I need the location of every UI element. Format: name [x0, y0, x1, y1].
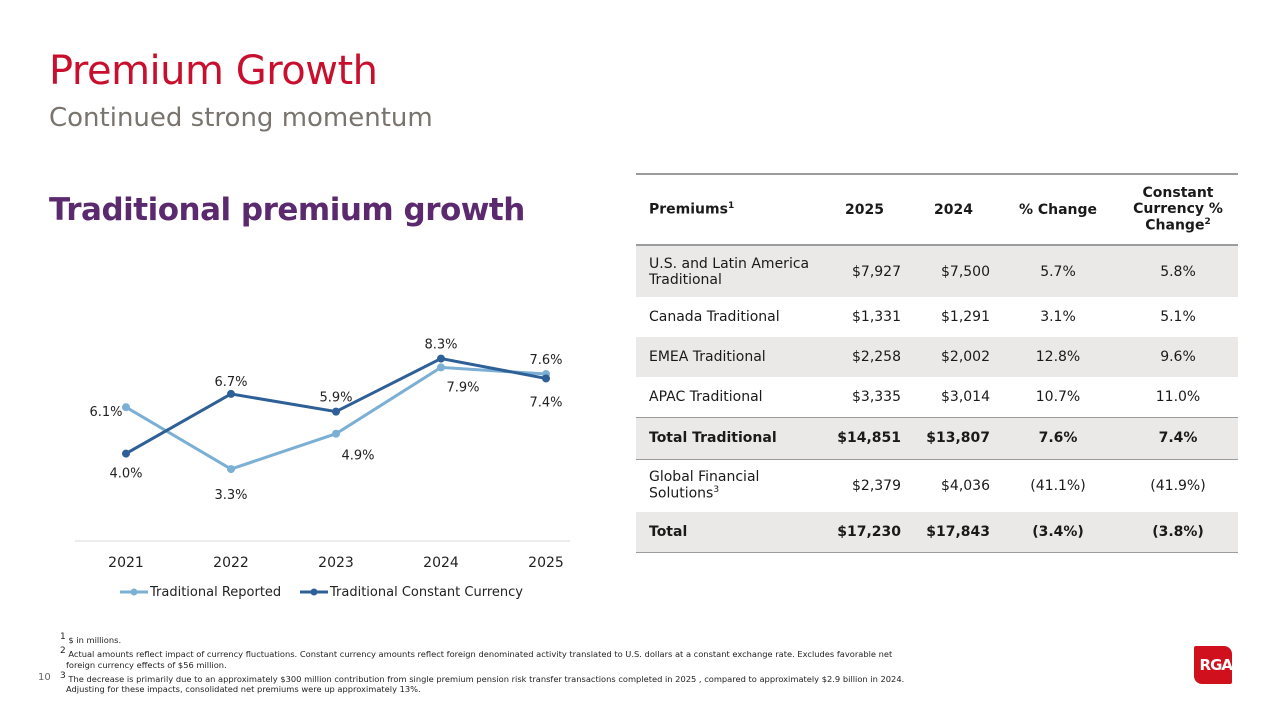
cell-v2024: $4,036 — [941, 477, 990, 494]
table-row: U.S. and Latin America Traditional $7,927… — [636, 245, 1238, 297]
data-label: 6.7% — [214, 375, 247, 390]
table-row: APAC Traditional $3,335 $3,014 10.7% 11.0% — [636, 377, 1238, 417]
cell-v2024: $13,807 — [926, 430, 990, 446]
cell-v2025: $2,379 — [852, 477, 901, 494]
footnote: 2 Actual amounts reflect impact of curre… — [60, 645, 893, 670]
cell-v2025: $7,927 — [852, 263, 901, 280]
cell-cc: 9.6% — [1160, 349, 1196, 365]
data-point — [122, 449, 130, 458]
cell-label: Canada Traditional — [649, 309, 780, 325]
cell-v2025: $14,851 — [837, 430, 901, 446]
table-row: Total Traditional $14,851 $13,807 7.6% 7.4% — [636, 417, 1238, 459]
header-premiums: Premiums1 — [649, 201, 735, 218]
cell-pct: 3.1% — [1040, 309, 1076, 325]
data-point — [227, 389, 235, 398]
page-title: Premium Growth — [49, 48, 378, 94]
data-point — [542, 374, 550, 383]
cell-v2024: $3,014 — [941, 388, 990, 405]
section-title: Traditional premium growth — [49, 192, 525, 228]
premium-growth-line-chart: 2021 2022 2023 2024 2025 6.1% 3.3% 4.9% 7.9% 7.6%… — [75, 338, 570, 600]
data-label: 7.9% — [446, 380, 479, 395]
cell-v2025: $1,331 — [852, 309, 901, 325]
footnote: 3 The decrease is primarily due to an ap… — [60, 670, 905, 695]
page-number: 10 — [38, 672, 51, 683]
legend-label: Traditional Constant Currency — [329, 585, 523, 600]
header-pct-change: % Change — [1018, 201, 1098, 218]
series-line-1 — [125, 357, 547, 455]
data-label: 8.3% — [424, 338, 457, 353]
data-point — [437, 363, 445, 372]
footnotes: 1 $ in millions. 2 Actual amounts reflect… — [60, 632, 920, 695]
x-tick-label: 2024 — [423, 555, 459, 571]
legend-swatch-marker — [310, 588, 318, 596]
cell-v2025: $17,230 — [837, 523, 901, 540]
cell-v2024: $2,002 — [941, 349, 990, 365]
data-point — [437, 354, 445, 363]
premiums-table: Premiums1 2025 2024 % Change Constant Cu… — [636, 173, 1238, 553]
cell-v2024: $17,843 — [926, 523, 990, 540]
cell-pct: (41.1%) — [1030, 477, 1086, 494]
cell-cc: 5.1% — [1160, 309, 1196, 325]
x-tick-label: 2023 — [318, 555, 354, 571]
cell-cc: 11.0% — [1155, 388, 1201, 405]
page-subtitle: Continued strong momentum — [49, 103, 433, 133]
data-label: 7.4% — [529, 395, 562, 410]
cell-label: APAC Traditional — [649, 388, 763, 405]
footnote: 1 $ in millions. — [60, 632, 122, 645]
cell-label: Total Traditional — [649, 430, 777, 446]
data-label: 5.9% — [319, 391, 352, 406]
cell-pct: (3.4%) — [1032, 523, 1084, 540]
cell-pct: 10.7% — [1035, 388, 1081, 405]
x-tick-label: 2025 — [528, 555, 564, 571]
cell-cc: 7.4% — [1158, 430, 1198, 446]
cell-v2025: $2,258 — [852, 349, 901, 365]
cell-v2025: $3,335 — [852, 388, 901, 405]
cell-label: U.S. and Latin America Traditional — [649, 255, 810, 288]
data-point — [227, 465, 235, 474]
table-row: Canada Traditional $1,331 $1,291 3.1% 5.1% — [636, 297, 1238, 337]
data-label: 4.9% — [341, 449, 374, 464]
data-label: 4.0% — [109, 467, 142, 482]
x-tick-label: 2021 — [108, 555, 144, 571]
cell-pct: 5.7% — [1040, 263, 1076, 280]
table-row: EMEA Traditional $2,258 $2,002 12.8% 9.6% — [636, 337, 1238, 377]
cell-v2024: $1,291 — [941, 309, 990, 325]
cell-cc: (41.9%) — [1150, 477, 1206, 494]
table-header-row: Premiums1 2025 2024 % Change Constant Cu… — [636, 174, 1238, 245]
cell-label: Global Financial Solutions3 — [649, 469, 760, 503]
data-label: 3.3% — [214, 488, 247, 503]
cell-v2024: $7,500 — [941, 263, 990, 280]
x-tick-label: 2022 — [213, 555, 249, 571]
cell-cc: 5.8% — [1160, 263, 1196, 280]
data-point — [332, 429, 340, 438]
header-2025: 2025 — [845, 201, 884, 218]
data-point — [332, 407, 340, 416]
header-cc-change: Constant Currency % Change2 — [1133, 185, 1223, 234]
cell-label: Total — [649, 523, 688, 540]
cell-pct: 7.6% — [1038, 430, 1078, 446]
legend-swatch-marker — [130, 588, 138, 596]
legend-label: Traditional Reported — [149, 585, 281, 600]
rga-logo: RGA — [1194, 646, 1232, 684]
cell-pct: 12.8% — [1035, 349, 1081, 365]
data-point — [122, 403, 130, 412]
cell-label: EMEA Traditional — [649, 349, 766, 365]
data-label: 7.6% — [529, 353, 562, 368]
header-2024: 2024 — [934, 201, 973, 218]
data-label: 6.1% — [89, 405, 122, 420]
table-row: Global Financial Solutions3 $2,379 $4,036 (… — [636, 459, 1238, 512]
table-row: Total $17,230 $17,843 (3.4%) (3.8%) — [636, 512, 1238, 552]
cell-cc: (3.8%) — [1152, 523, 1204, 540]
